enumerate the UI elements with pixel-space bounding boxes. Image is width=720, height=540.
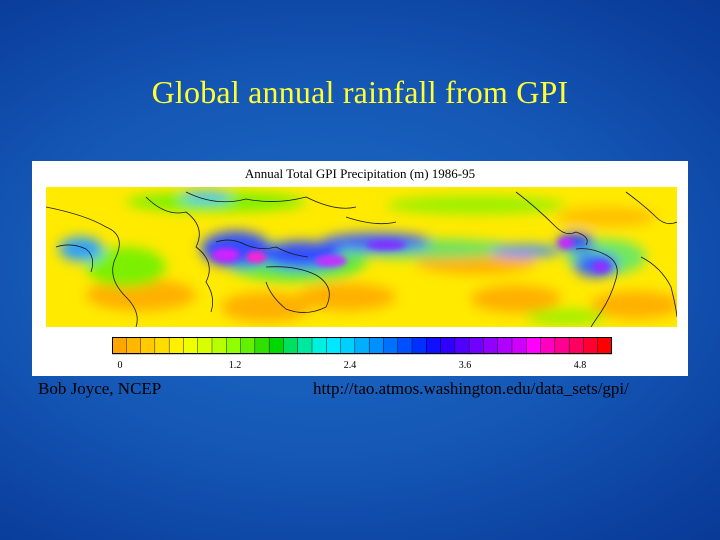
colorbar-cell — [112, 337, 127, 355]
colorbar-cell — [497, 337, 513, 355]
colorbar-cell — [440, 337, 456, 355]
colorbar-cell — [354, 337, 370, 355]
colorbar-cell — [154, 337, 170, 355]
colorbar-cell — [568, 337, 584, 355]
colorbar-cell — [411, 337, 427, 355]
coastlines — [46, 191, 677, 327]
colorbar-cell — [511, 337, 527, 355]
precipitation-map-image — [46, 187, 677, 327]
slide-title: Global annual rainfall from GPI — [151, 74, 569, 110]
colorbar-tick-label: 2.4 — [343, 360, 357, 371]
colorbar-cell — [211, 337, 227, 355]
colorbar-tick-label: 1.2 — [228, 360, 242, 371]
colorbar-cell — [540, 337, 556, 355]
colorbar-cell — [597, 337, 612, 355]
figure-title: Annual Total GPI Precipitation (m) 1986-… — [244, 166, 476, 181]
colorbar-cell — [554, 337, 570, 355]
colorbar-cell — [426, 337, 441, 355]
colorbar-cell — [268, 337, 284, 355]
colorbar-cell — [168, 337, 184, 355]
colorbar-cell — [297, 337, 313, 355]
colorbar-cell — [226, 337, 241, 355]
colorbar-cell — [383, 337, 399, 355]
colorbar-cell — [240, 337, 256, 355]
colorbar-cell — [254, 337, 270, 355]
colorbar-cell — [340, 337, 356, 355]
colorbar-cell — [283, 337, 299, 355]
colorbar-cell — [183, 337, 199, 355]
colorbar-cell — [397, 337, 413, 355]
colorbar-cell — [468, 337, 484, 355]
colorbar-cell — [126, 337, 141, 355]
precipitation-map — [46, 187, 677, 489]
colorbar-tick-label: 0 — [117, 360, 123, 371]
colorbar-cell — [326, 337, 341, 355]
colorbar-cell — [454, 337, 470, 355]
colorbar-cell — [140, 337, 156, 355]
colorbar-cell — [368, 337, 384, 355]
colorbar — [112, 337, 612, 355]
colorbar-tick-label: 3.6 — [458, 360, 472, 371]
colorbar-cell — [311, 337, 327, 355]
colorbar-cell — [583, 337, 599, 355]
colorbar-cell — [483, 337, 499, 355]
colorbar-cell — [197, 337, 213, 355]
colorbar-cell — [526, 337, 541, 355]
source-url: http://tao.atmos.washington.edu/data_set… — [313, 379, 629, 398]
precipitation-figure: Annual Total GPI Precipitation (m) 1986-… — [32, 161, 688, 376]
author-credit: Bob Joyce, NCEP — [38, 379, 162, 398]
colorbar-tick-label: 4.8 — [573, 360, 587, 371]
